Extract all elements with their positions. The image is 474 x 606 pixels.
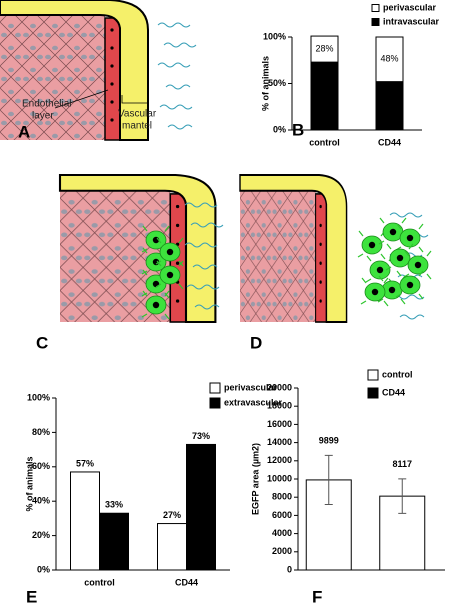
legend-swatch [367, 387, 379, 399]
y-tick-label: 0% [37, 564, 50, 574]
diagram-c [58, 173, 224, 324]
data-label: 9899 [319, 436, 339, 446]
y-tick-label: 100% [263, 31, 286, 41]
y-tick-label: 18000 [267, 401, 292, 411]
y-tick-label: 14000 [267, 437, 292, 447]
bar [379, 495, 426, 571]
error-bar [324, 454, 333, 505]
legend-label: perivascular [383, 2, 437, 12]
x-tick-label: CD44 [175, 577, 198, 587]
panel-label: E [26, 587, 37, 606]
y-tick-label: 10000 [267, 473, 292, 483]
data-label: 73% [315, 90, 333, 100]
data-label: 73% [192, 431, 210, 441]
y-axis-label: EGFP area (µm2) [250, 443, 260, 515]
error-bar [398, 478, 407, 514]
y-tick-label: 80% [32, 427, 50, 437]
legend-swatch [371, 4, 380, 12]
bar [186, 443, 216, 571]
y-tick-label: 0 [287, 564, 292, 574]
bar [99, 512, 129, 571]
diagram-label: Endothelial [22, 99, 71, 110]
data-label: 8117 [392, 459, 412, 469]
diagram-label: Vascular [118, 109, 157, 120]
y-tick-label: 20000 [267, 382, 292, 392]
y-tick-label: 50% [268, 78, 286, 88]
data-label: 57% [76, 458, 94, 468]
bar-segment [310, 61, 339, 131]
y-axis-label: % of animals [24, 456, 34, 511]
y-tick-label: 6000 [272, 510, 292, 520]
x-tick-label: control [84, 577, 115, 587]
bar [70, 471, 100, 571]
y-axis-label: % of animals [260, 56, 270, 111]
legend-label: intravascular [383, 16, 440, 26]
y-tick-label: 4000 [272, 528, 292, 538]
diagram-d [238, 173, 432, 324]
diagram-a: Endothelial layer Vascular mantel [0, 0, 197, 141]
bar-segment [310, 35, 339, 63]
diagram-label: layer [32, 111, 54, 122]
panel-label: D [250, 333, 262, 352]
y-tick-label: 40% [32, 496, 50, 506]
x-tick-label: control [309, 137, 340, 147]
x-tick-label: CD44 [378, 137, 401, 147]
y-tick-label: 20% [32, 530, 50, 540]
panel-label: A [18, 122, 30, 141]
panel-label: C [36, 333, 48, 352]
legend-swatch [209, 382, 221, 394]
panel-label: F [312, 587, 322, 606]
y-tick-label: 16000 [267, 419, 292, 429]
bar-segment [375, 36, 404, 83]
data-label: 52% [380, 100, 398, 110]
legend-swatch [209, 397, 221, 409]
y-tick-label: 8000 [272, 492, 292, 502]
legend-label: CD44 [382, 387, 405, 397]
data-label: 28% [315, 43, 333, 53]
y-tick-label: 100% [27, 392, 50, 402]
data-label: 27% [163, 510, 181, 520]
data-label: 48% [380, 54, 398, 64]
y-tick-label: 60% [32, 461, 50, 471]
y-tick-label: 2000 [272, 546, 292, 556]
y-tick-label: 0% [273, 124, 286, 134]
diagram-label: mantel [122, 121, 152, 132]
legend-label: perivascular [224, 382, 278, 392]
y-tick-label: 12000 [267, 455, 292, 465]
legend-label: control [382, 369, 413, 379]
legend-swatch [367, 369, 379, 381]
legend-swatch [371, 18, 380, 26]
legend-label: extravascular [224, 397, 283, 407]
bar [157, 523, 187, 571]
data-label: 33% [105, 500, 123, 510]
